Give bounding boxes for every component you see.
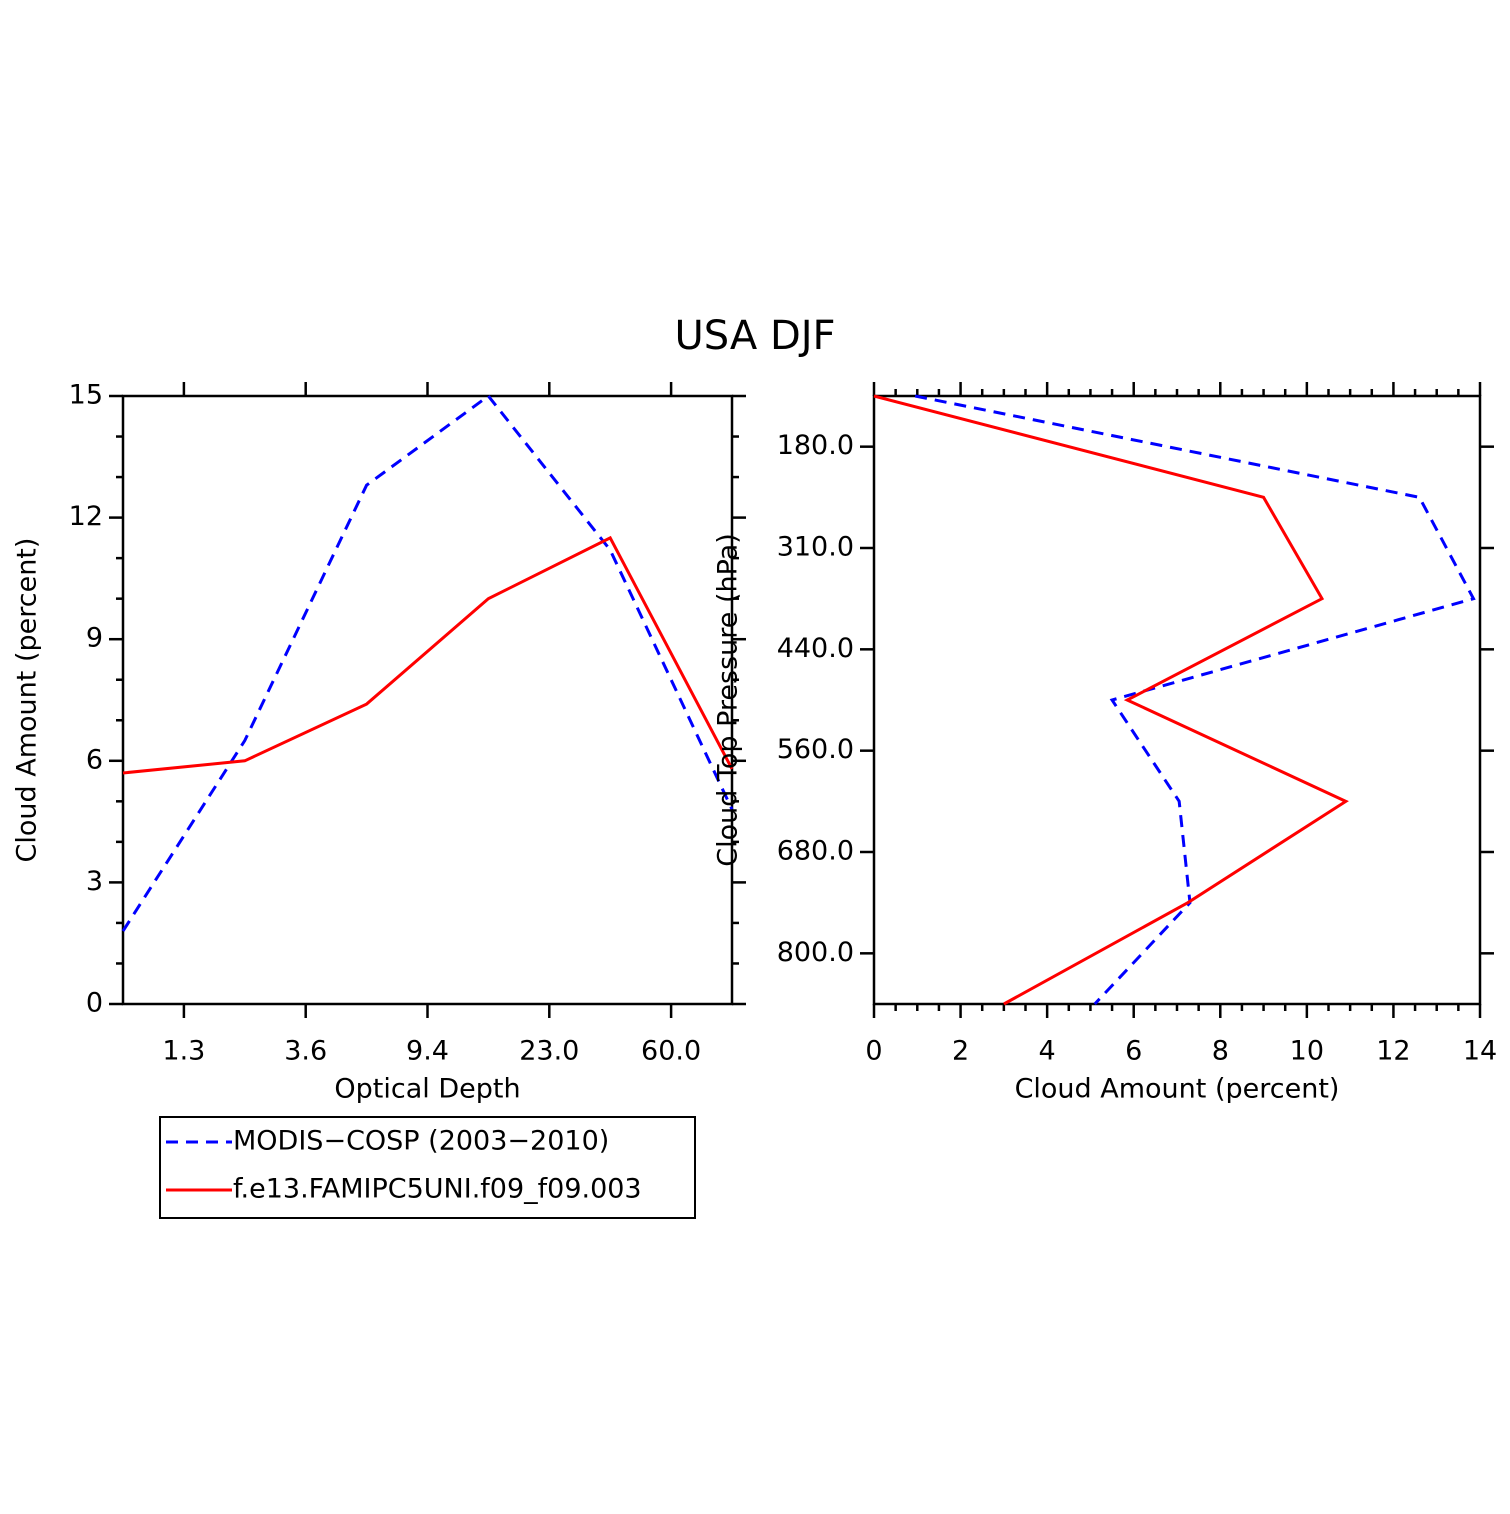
y-tick-label: 680.0 <box>777 836 854 867</box>
legend-label: f.e13.FAMIPC5UNI.f09_f09.003 <box>233 1174 642 1205</box>
x-tick-label: 10 <box>1290 1036 1324 1067</box>
x-axis-title: Cloud Amount (percent) <box>1015 1074 1340 1105</box>
y-tick-label: 440.0 <box>777 633 854 664</box>
y-tick-label: 12 <box>69 501 103 532</box>
y-tick-label: 0 <box>86 988 103 1019</box>
x-axis-title: Optical Depth <box>334 1074 520 1105</box>
y-tick-label: 6 <box>86 744 103 775</box>
x-tick-label: 1.3 <box>162 1036 205 1067</box>
x-tick-label: 0 <box>865 1036 882 1067</box>
y-tick-label: 15 <box>69 380 103 411</box>
y-tick-label: 310.0 <box>777 532 854 563</box>
x-tick-label: 4 <box>1039 1036 1056 1067</box>
x-tick-label: 2 <box>952 1036 969 1067</box>
y-tick-label: 9 <box>86 623 103 654</box>
series-line <box>873 394 1349 1006</box>
x-tick-label: 23.0 <box>519 1036 579 1067</box>
x-tick-label: 12 <box>1376 1036 1410 1067</box>
x-tick-label: 14 <box>1463 1036 1497 1067</box>
y-tick-label: 560.0 <box>777 734 854 765</box>
y-tick-label: 3 <box>86 866 103 897</box>
series-line <box>122 535 734 775</box>
x-tick-label: 6 <box>1125 1036 1142 1067</box>
legend-box <box>159 1116 696 1219</box>
x-tick-label: 60.0 <box>641 1036 701 1067</box>
x-tick-label: 9.4 <box>406 1036 449 1067</box>
x-tick-label: 8 <box>1212 1036 1229 1067</box>
y-axis-title: Cloud Amount (percent) <box>12 538 43 863</box>
y-tick-label: 800.0 <box>777 937 854 968</box>
y-tick-label: 180.0 <box>777 430 854 461</box>
x-tick-label: 3.6 <box>284 1036 327 1067</box>
series-line <box>121 393 734 932</box>
plot-frame <box>121 394 734 1006</box>
figure-title: USA DJF <box>674 313 835 359</box>
y-axis-title: Cloud Top Pressure (hPa) <box>713 533 744 867</box>
series-line <box>914 394 1476 1006</box>
plot-frame <box>872 394 1482 1006</box>
legend-label: MODIS−COSP (2003−2010) <box>233 1126 609 1157</box>
